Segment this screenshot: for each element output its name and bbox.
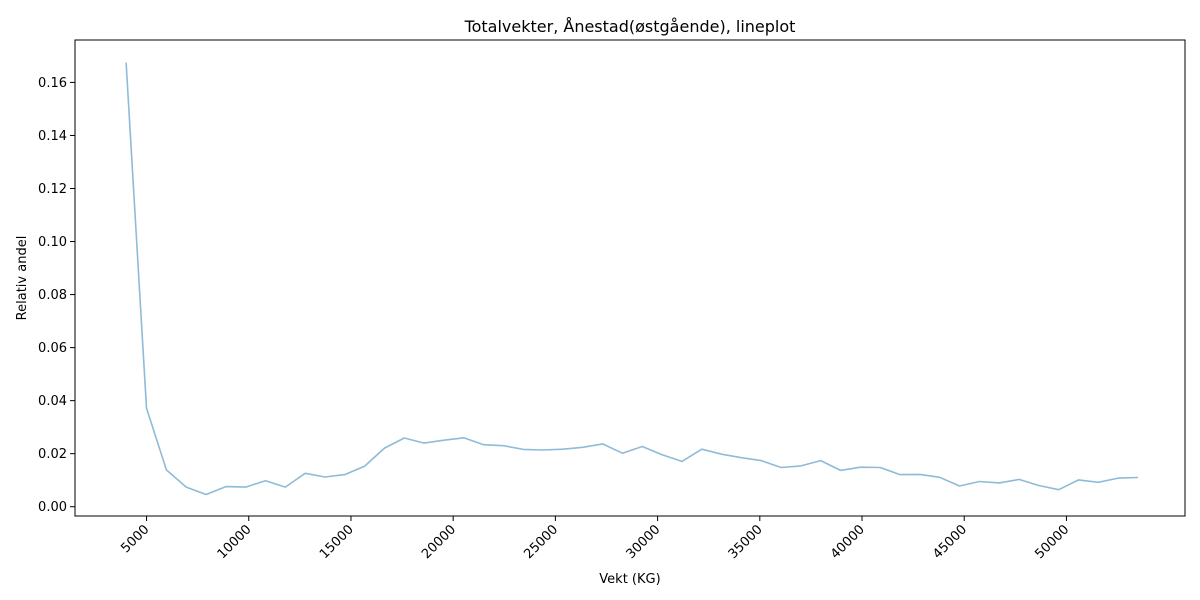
y-tick-label: 0.10 [38, 235, 67, 250]
y-tick-label: 0.02 [38, 447, 67, 462]
y-tick-label: 0.12 [38, 182, 67, 197]
x-axis: 5000 10000 15000 20000 25000 30000 35000 40000 4… [118, 516, 1072, 562]
y-tick-label: 0.08 [38, 288, 67, 303]
y-tick-label: 0.14 [38, 129, 67, 144]
y-tick-label: 0.04 [38, 394, 67, 409]
x-tick-label: 45000 [930, 522, 970, 562]
y-tick-label: 0.00 [38, 500, 67, 515]
x-tick-label: 25000 [521, 522, 561, 562]
y-tick-label: 0.06 [38, 341, 67, 356]
y-tick-label: 0.16 [38, 76, 67, 91]
x-axis-label: Vekt (KG) [599, 572, 660, 587]
plot-area [74, 39, 1186, 517]
series-layer [125, 62, 1139, 496]
plot-frame [74, 39, 1186, 517]
x-tick-label: 5000 [118, 522, 152, 556]
x-tick-label: 35000 [726, 522, 766, 562]
y-axis-label: Relativ andel [15, 236, 30, 321]
x-tick-label: 50000 [1032, 522, 1072, 562]
chart-title: Totalvekter, Ånestad(østgående), lineplo… [464, 17, 796, 36]
x-tick-label: 40000 [828, 522, 868, 562]
x-tick-label: 10000 [215, 522, 255, 562]
series-line [125, 62, 1139, 496]
x-tick-label: 30000 [624, 522, 664, 562]
x-tick-label: 15000 [317, 522, 357, 562]
x-tick-label: 20000 [419, 522, 459, 562]
y-axis: 0.00 0.02 0.04 0.06 0.08 0.10 0.12 0.14 0.16 [38, 76, 75, 515]
